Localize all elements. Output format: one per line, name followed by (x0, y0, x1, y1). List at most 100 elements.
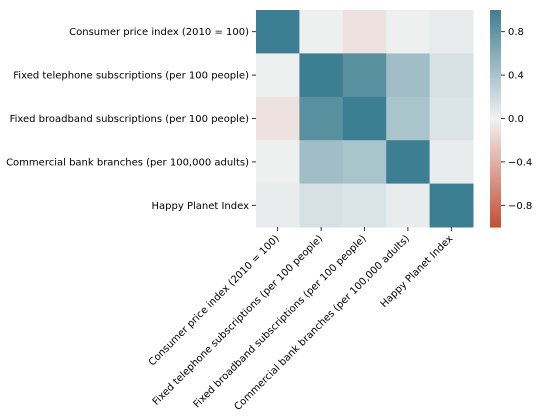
colorbar-segment (490, 123, 501, 127)
column-label: Happy Planet Index (379, 233, 456, 310)
colorbar-segment (490, 13, 501, 17)
colorbar-segment (490, 104, 501, 107)
colorbar-segment (490, 114, 501, 118)
colorbar-segment (490, 219, 501, 223)
colorbar-segment (490, 22, 501, 26)
colorbar: 0.8 0.4 0.0 −0.4 −0.8 (490, 10, 532, 228)
colorbar-segment (490, 163, 501, 167)
colorbar-segment (490, 49, 501, 53)
colorbar-segment (490, 33, 501, 36)
row-labels: Consumer price index (2010 = 100) Fixed t… (6, 27, 256, 212)
heatmap-cell (342, 140, 387, 185)
colorbar-segment (490, 174, 501, 177)
colorbar-gradient (490, 10, 501, 228)
colorbar-segment (490, 189, 501, 192)
colorbar-segment (490, 57, 501, 60)
colorbar-segment (490, 192, 501, 196)
colorbar-segment (490, 221, 501, 224)
colorbar-segment (490, 214, 501, 217)
colorbar-segment (490, 37, 501, 40)
heatmap-cell (342, 183, 387, 228)
colorbar-segment (490, 212, 501, 215)
colorbar-segment (490, 80, 501, 83)
heatmap-cell (342, 10, 387, 54)
colorbar-segment (490, 82, 501, 85)
colorbar-segment (490, 129, 501, 132)
colorbar-segment (490, 35, 501, 38)
colorbar-segment (490, 105, 501, 109)
colorbar-segment (490, 118, 501, 121)
colorbar-tick-label: 0.8 (508, 27, 524, 38)
colorbar-segment (490, 156, 501, 159)
colorbar-segment (490, 210, 501, 214)
heatmap-cell (429, 53, 474, 98)
heatmap-cell (299, 53, 344, 98)
colorbar-segment (490, 169, 501, 172)
colorbar-segment (490, 205, 501, 208)
colorbar-segment (490, 53, 501, 56)
colorbar-segment (490, 181, 501, 185)
colorbar-segment (490, 225, 501, 228)
colorbar-segment (490, 76, 501, 80)
colorbar-segment (490, 87, 501, 91)
heatmap-cells (256, 10, 474, 228)
colorbar-segment (490, 66, 501, 69)
colorbar-segment (490, 113, 501, 116)
colorbar-segment (490, 67, 501, 71)
colorbar-tick-label: 0.0 (508, 114, 524, 125)
colorbar-segment (490, 154, 501, 158)
colorbar-segment (490, 64, 501, 67)
heatmap-cell (386, 183, 431, 228)
heatmap-cell (256, 140, 300, 185)
colorbar-segment (490, 138, 501, 141)
colorbar-segment (490, 185, 501, 188)
colorbar-segment (490, 125, 501, 129)
heatmap-cell (386, 53, 431, 98)
heatmap-cell (342, 96, 387, 141)
colorbar-tick-label: 0.4 (508, 71, 524, 82)
colorbar-ticks: 0.8 0.4 0.0 −0.4 −0.8 (501, 27, 532, 212)
colorbar-segment (490, 161, 501, 165)
colorbar-segment (490, 194, 501, 197)
heatmap-cell (299, 10, 344, 54)
column-label: Fixed telephone subscriptions (per 100 p… (151, 233, 326, 408)
colorbar-segment (490, 11, 501, 15)
colorbar-segment (490, 147, 501, 150)
heatmap-cell (386, 10, 431, 54)
row-label: Fixed broadband subscriptions (per 100 p… (10, 114, 250, 125)
heatmap-cell (386, 140, 431, 185)
heatmap-cell (342, 53, 387, 98)
colorbar-segment (490, 201, 501, 205)
colorbar-segment (490, 160, 501, 163)
colorbar-tick-label: −0.4 (508, 157, 532, 168)
colorbar-segment (490, 170, 501, 174)
colorbar-segment (490, 55, 501, 58)
colorbar-segment (490, 69, 501, 73)
colorbar-segment (490, 26, 501, 29)
colorbar-segment (490, 38, 501, 42)
colorbar-segment (490, 179, 501, 183)
colorbar-segment (490, 98, 501, 102)
colorbar-segment (490, 96, 501, 100)
colorbar-segment (490, 149, 501, 152)
colorbar-segment (490, 47, 501, 51)
colorbar-segment (490, 132, 501, 136)
colorbar-segment (490, 172, 501, 176)
colorbar-segment (490, 78, 501, 82)
colorbar-segment (490, 31, 501, 35)
colorbar-segment (490, 85, 501, 89)
row-label: Consumer price index (2010 = 100) (69, 27, 249, 38)
colorbar-segment (490, 165, 501, 168)
colorbar-segment (490, 75, 501, 78)
colorbar-segment (490, 203, 501, 206)
heatmap-cell (429, 183, 474, 228)
colorbar-segment (490, 183, 501, 187)
colorbar-segment (490, 145, 501, 149)
heatmap-cell (386, 96, 431, 141)
column-label: Fixed broadband subscriptions (per 100 p… (192, 233, 369, 410)
heatmap-cell (299, 140, 344, 185)
colorbar-segment (490, 44, 501, 47)
colorbar-segment (490, 60, 501, 64)
colorbar-segment (490, 134, 501, 138)
